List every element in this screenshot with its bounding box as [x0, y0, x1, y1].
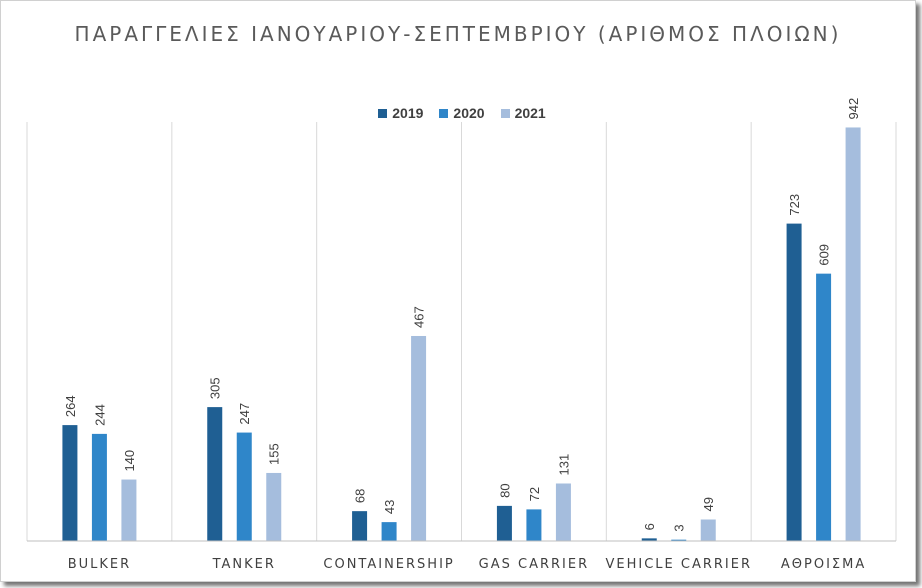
- category-label-gas-carrier: GAS CARRIER: [479, 557, 589, 572]
- data-label-αθροισμα-2020: 609: [817, 244, 832, 266]
- bar-vehicle-carrier-2019: [641, 538, 657, 541]
- data-label-gas-carrier-2021: 131: [556, 454, 571, 476]
- bar-vehicle-carrier-2020: [671, 539, 687, 541]
- data-label-containership-2021: 467: [412, 306, 427, 328]
- legend-swatch-2019: [378, 108, 388, 118]
- bar-bulker-2021: [121, 479, 137, 541]
- bar-tanker-2021: [266, 472, 282, 541]
- bar-containership-2019: [352, 511, 368, 541]
- bar-vehicle-carrier-2021: [700, 519, 716, 541]
- bar-containership-2020: [381, 522, 397, 541]
- legend-label-2019: 2019: [392, 105, 424, 121]
- data-label-tanker-2021: 155: [267, 443, 282, 465]
- data-label-vehicle-carrier-2021: 49: [701, 497, 716, 511]
- data-label-bulker-2020: 244: [92, 404, 107, 426]
- bar-containership-2021: [411, 335, 427, 541]
- legend-label-2020: 2020: [453, 105, 485, 121]
- data-label-vehicle-carrier-2020: 3: [672, 524, 687, 531]
- legend-item-2021: 2021: [500, 103, 546, 123]
- data-label-bulker-2021: 140: [122, 450, 137, 472]
- bar-αθροισμα-2021: [845, 127, 861, 541]
- data-label-containership-2019: 68: [353, 489, 368, 503]
- data-label-tanker-2019: 305: [208, 377, 223, 399]
- bar-gas-carrier-2019: [496, 505, 512, 541]
- bar-tanker-2020: [236, 432, 252, 541]
- bar-αθροισμα-2020: [816, 273, 832, 541]
- legend-label-2021: 2021: [514, 105, 546, 121]
- category-label-bulker: BULKER: [68, 557, 131, 572]
- data-label-gas-carrier-2019: 80: [497, 483, 512, 497]
- legend-swatch-2021: [500, 108, 510, 118]
- legend-swatch-2020: [439, 108, 449, 118]
- bar-bulker-2020: [91, 433, 107, 541]
- category-label-vehicle-carrier: VEHICLE CARRIER: [606, 557, 753, 572]
- legend-item-2020: 2020: [439, 103, 485, 123]
- bar-bulker-2019: [62, 425, 78, 541]
- data-label-gas-carrier-2020: 72: [527, 487, 542, 501]
- bar-gas-carrier-2021: [555, 483, 571, 541]
- chart-title: ΠΑΡΑΓΓΕΛΙΕΣ ΙΑΝΟΥΑΡΙΟΥ-ΣΕΠΤΕΜΒΡΙΟΥ (ΑΡΙΘ…: [74, 22, 842, 46]
- legend: 2019 2020 2021: [1, 103, 922, 123]
- category-label-containership: CONTAINERSHIP: [323, 557, 454, 572]
- data-label-containership-2020: 43: [382, 500, 397, 514]
- data-label-αθροισμα-2019: 723: [787, 194, 802, 216]
- data-label-vehicle-carrier-2019: 6: [642, 523, 657, 530]
- legend-item-2019: 2019: [378, 103, 423, 123]
- data-label-αθροισμα-2021: 942: [846, 98, 861, 120]
- category-label-tanker: TANKER: [212, 557, 276, 572]
- data-label-tanker-2020: 247: [237, 403, 252, 425]
- bar-tanker-2019: [207, 407, 223, 541]
- data-label-bulker-2019: 264: [63, 395, 78, 417]
- bar-gas-carrier-2020: [526, 509, 542, 541]
- category-label-αθροισμα: ΑΘΡΟΙΣΜΑ: [781, 557, 866, 572]
- bar-αθροισμα-2019: [786, 223, 802, 541]
